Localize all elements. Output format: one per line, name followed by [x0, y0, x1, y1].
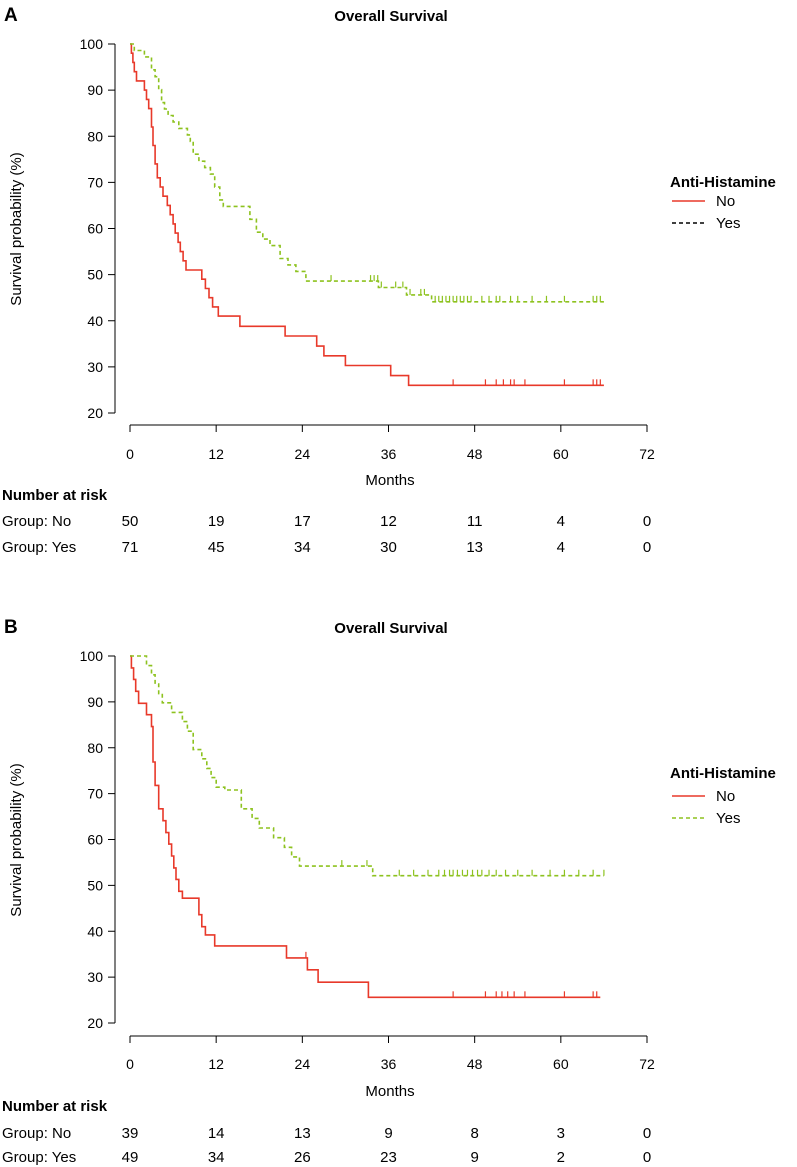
- y-tick-label: 20: [87, 1015, 103, 1031]
- x-tick-label: 72: [639, 1056, 655, 1072]
- risk-value: 13: [294, 1125, 311, 1142]
- panel-label: B: [4, 617, 18, 638]
- legend-title: Anti-Histamine: [670, 174, 776, 191]
- x-tick-label: 36: [381, 1056, 397, 1072]
- risk-row-label-no: Group: No: [2, 1125, 71, 1142]
- survival-curve-yes: [130, 655, 604, 877]
- x-tick-label: 0: [126, 446, 134, 462]
- survival-curve-no: [130, 43, 604, 387]
- risk-values: 50 19 17 12 11 4 0 71 45 34 30 13 4 0: [122, 513, 652, 556]
- risk-value: 0: [643, 539, 651, 556]
- risk-table: Number at risk Group: No Group: Yes 39 14…: [2, 1098, 651, 1166]
- y-axis-label: Survival probability (%): [8, 763, 25, 916]
- y-tick-label: 80: [87, 128, 103, 144]
- risk-value: 0: [643, 1125, 651, 1142]
- risk-row-label-yes: Group: Yes: [2, 1149, 76, 1166]
- y-tick-label: 80: [87, 740, 103, 756]
- y-tick-label: 50: [87, 267, 103, 283]
- series-layer: [130, 43, 604, 387]
- risk-value: 9: [470, 1149, 478, 1166]
- risk-value: 30: [380, 539, 397, 556]
- risk-value: 2: [557, 1149, 565, 1166]
- legend: Anti-Histamine No Yes: [670, 765, 776, 827]
- x-tick-label: 24: [295, 1056, 311, 1072]
- x-tick-label: 48: [467, 446, 483, 462]
- y-tick-label: 100: [80, 648, 104, 664]
- risk-value: 4: [557, 539, 565, 556]
- y-tick-label: 20: [87, 405, 103, 421]
- x-tick-label: 60: [553, 1056, 569, 1072]
- x-axis: 0 12 24 36 48 60 72: [126, 424, 655, 462]
- x-tick-label: 12: [208, 1056, 224, 1072]
- y-axis: 20 30 40 50 60 70 80 90 100: [80, 648, 116, 1031]
- x-tick-label: 60: [553, 446, 569, 462]
- risk-row-label-yes: Group: Yes: [2, 539, 76, 556]
- x-tick-label: 36: [381, 446, 397, 462]
- legend: Anti-Histamine No Yes: [670, 174, 776, 232]
- y-axis: 20 30 40 50 60 70 80 90 100: [80, 36, 116, 421]
- risk-values: 39 14 13 9 8 3 0 49 34 26 23 9 2 0: [122, 1125, 652, 1166]
- x-tick-label: 48: [467, 1056, 483, 1072]
- risk-value: 26: [294, 1149, 311, 1166]
- panel-label: A: [4, 5, 18, 26]
- legend-title: Anti-Histamine: [670, 765, 776, 782]
- survival-curve-no: [130, 655, 601, 999]
- risk-value: 13: [466, 539, 483, 556]
- risk-value: 50: [122, 513, 139, 530]
- x-axis-label: Months: [365, 472, 414, 489]
- x-tick-label: 0: [126, 1056, 134, 1072]
- risk-table-title: Number at risk: [2, 487, 108, 504]
- risk-value: 17: [294, 513, 311, 530]
- x-axis-label: Months: [365, 1083, 414, 1100]
- x-tick-label: 12: [208, 446, 224, 462]
- x-tick-label: 72: [639, 446, 655, 462]
- risk-value: 3: [557, 1125, 565, 1142]
- risk-value: 19: [208, 513, 225, 530]
- y-tick-label: 40: [87, 923, 103, 939]
- y-tick-label: 60: [87, 221, 103, 237]
- risk-table: Number at risk Group: No Group: Yes 50 19…: [2, 487, 651, 556]
- risk-value: 45: [208, 539, 225, 556]
- risk-table-title: Number at risk: [2, 1098, 108, 1115]
- y-tick-label: 90: [87, 694, 103, 710]
- y-tick-label: 100: [80, 36, 104, 52]
- risk-value: 8: [470, 1125, 478, 1142]
- chart-title: Overall Survival: [334, 8, 447, 25]
- legend-label-yes: Yes: [716, 810, 740, 827]
- risk-value: 0: [643, 1149, 651, 1166]
- risk-row-label-no: Group: No: [2, 513, 71, 530]
- survival-curve-yes: [130, 43, 604, 303]
- risk-value: 23: [380, 1149, 397, 1166]
- risk-value: 4: [557, 513, 565, 530]
- y-tick-label: 40: [87, 313, 103, 329]
- y-tick-label: 30: [87, 359, 103, 375]
- risk-value: 49: [122, 1149, 139, 1166]
- y-tick-label: 90: [87, 82, 103, 98]
- legend-label-no: No: [716, 788, 735, 805]
- risk-value: 0: [643, 513, 651, 530]
- risk-value: 11: [467, 513, 483, 530]
- y-axis-label: Survival probability (%): [8, 152, 25, 305]
- x-tick-label: 24: [295, 446, 311, 462]
- y-tick-label: 60: [87, 832, 103, 848]
- risk-value: 14: [208, 1125, 225, 1142]
- y-tick-label: 30: [87, 969, 103, 985]
- x-axis: 0 12 24 36 48 60 72: [126, 1035, 655, 1072]
- risk-value: 39: [122, 1125, 139, 1142]
- risk-value: 12: [380, 513, 397, 530]
- series-layer: [130, 655, 605, 999]
- legend-label-no: No: [716, 193, 735, 210]
- risk-value: 34: [208, 1149, 225, 1166]
- y-tick-label: 50: [87, 877, 103, 893]
- risk-value: 34: [294, 539, 311, 556]
- chart-title: Overall Survival: [334, 620, 447, 637]
- risk-value: 9: [384, 1125, 392, 1142]
- y-tick-label: 70: [87, 786, 103, 802]
- risk-value: 71: [122, 539, 139, 556]
- legend-label-yes: Yes: [716, 215, 740, 232]
- y-tick-label: 70: [87, 174, 103, 190]
